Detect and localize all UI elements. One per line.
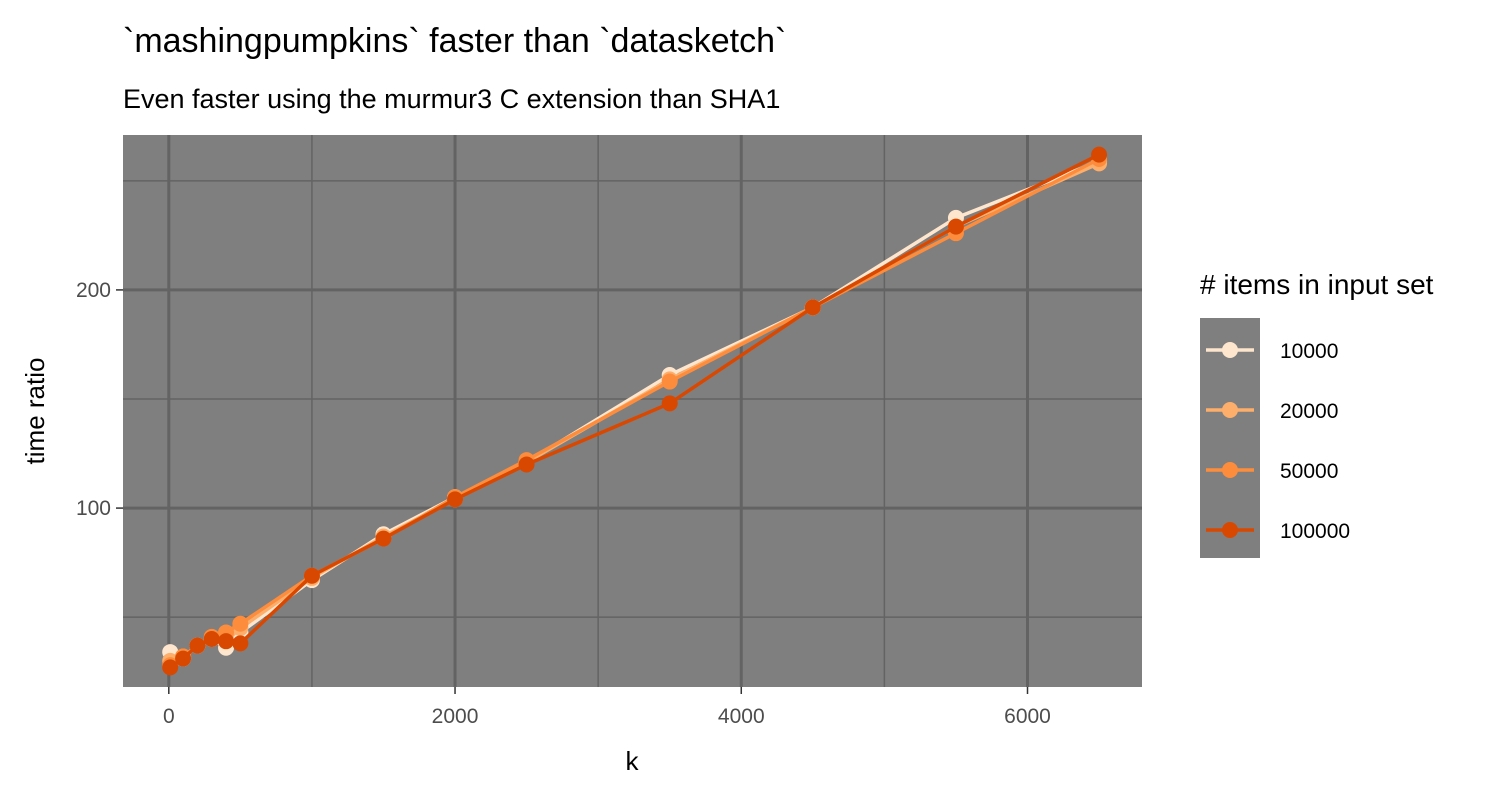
x-tick-label: 2000 xyxy=(432,705,479,728)
data-point xyxy=(218,633,235,650)
legend-key-point xyxy=(1222,462,1238,478)
data-point xyxy=(375,530,392,547)
legend-title: # items in input set xyxy=(1200,269,1434,300)
legend-label: 100000 xyxy=(1280,520,1350,543)
x-tick-label: 0 xyxy=(163,705,175,728)
data-point xyxy=(447,491,464,508)
data-point xyxy=(661,373,678,390)
data-point xyxy=(162,659,179,676)
data-point xyxy=(303,567,320,584)
legend-label: 50000 xyxy=(1280,460,1338,483)
legend-label: 10000 xyxy=(1280,340,1338,363)
x-axis-title: k xyxy=(626,746,640,776)
legend-item: 20000 xyxy=(1206,400,1338,423)
legend-label: 20000 xyxy=(1280,400,1338,423)
legend: # items in input set 1000020000500001000… xyxy=(1200,269,1434,558)
series-layer xyxy=(162,146,1108,676)
legend-item: 50000 xyxy=(1206,460,1338,483)
data-point xyxy=(232,615,249,632)
data-point xyxy=(189,637,206,654)
data-point xyxy=(947,218,964,235)
legend-key-point xyxy=(1222,402,1238,418)
chart-subtitle: Even faster using the murmur3 C extensio… xyxy=(123,84,780,114)
minor-gridlines xyxy=(123,135,1142,687)
major-gridlines xyxy=(123,135,1142,687)
series-100000 xyxy=(162,146,1108,676)
legend-item: 10000 xyxy=(1206,340,1338,363)
y-tick-label: 200 xyxy=(76,279,111,302)
data-point xyxy=(1091,146,1108,163)
legend-items: 10000 20000 50000 100000 xyxy=(1206,340,1350,543)
legend-key-point xyxy=(1222,522,1238,538)
data-point xyxy=(518,456,535,473)
data-point xyxy=(804,299,821,316)
data-point xyxy=(661,395,678,412)
legend-item: 100000 xyxy=(1206,520,1350,543)
legend-key-point xyxy=(1222,342,1238,358)
chart-title: `mashingpumpkins` faster than `datasketc… xyxy=(123,22,786,60)
data-point xyxy=(232,635,249,652)
data-point xyxy=(175,650,192,667)
axis-ticks: 0 2000 4000 6000 100 200 xyxy=(76,279,1051,728)
x-tick-label: 6000 xyxy=(1004,705,1051,728)
y-axis-title: time ratio xyxy=(20,358,50,465)
y-tick-label: 100 xyxy=(76,497,111,520)
data-point xyxy=(203,631,220,647)
x-tick-label: 4000 xyxy=(718,705,765,728)
